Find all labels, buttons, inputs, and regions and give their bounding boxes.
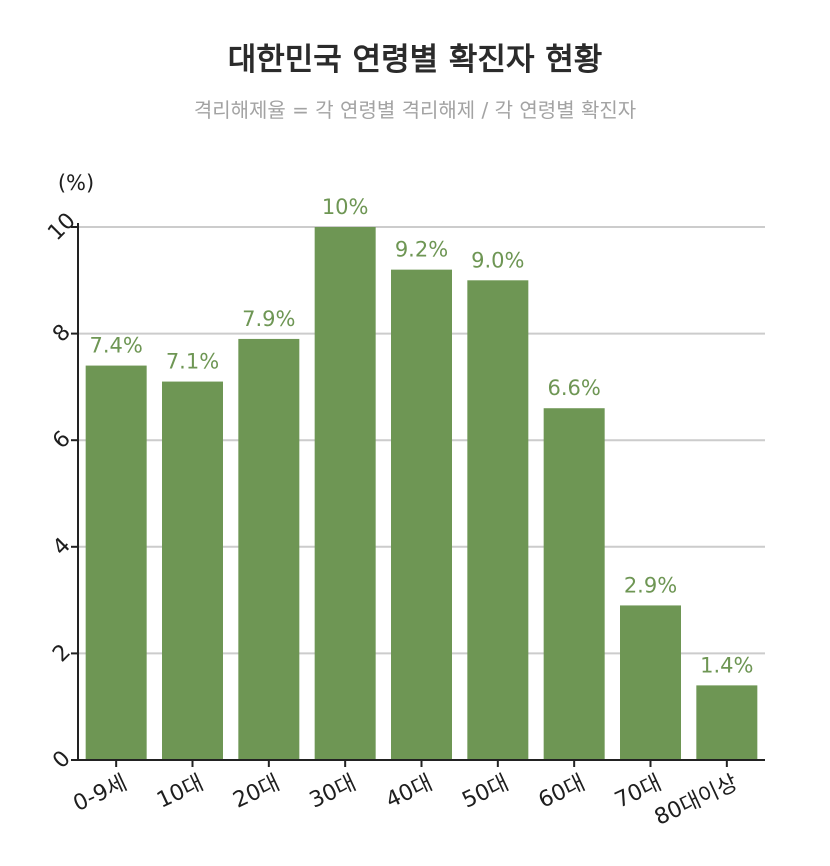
x-tick-label: 30대 bbox=[306, 771, 360, 814]
bar bbox=[391, 269, 452, 760]
chart-subtitle: 격리해제율 = 각 연령별 격리해제 / 각 연령별 확진자 bbox=[193, 98, 637, 122]
x-tick-label: 10대 bbox=[153, 771, 207, 814]
bar bbox=[620, 605, 681, 760]
bar bbox=[696, 685, 758, 760]
bar-value-label: 9.2% bbox=[395, 238, 448, 262]
bar-value-label: 6.6% bbox=[547, 376, 600, 400]
bars bbox=[85, 227, 758, 760]
bar bbox=[314, 227, 376, 760]
y-tick-label: 2 bbox=[48, 640, 76, 668]
y-axis-unit-label: (%) bbox=[58, 171, 94, 195]
y-tick-label: 8 bbox=[48, 320, 76, 348]
bar-value-label: 10% bbox=[322, 195, 369, 219]
x-tick-label: 20대 bbox=[230, 771, 284, 814]
x-tick-label: 80대이상 bbox=[651, 771, 742, 831]
x-tick-label: 60대 bbox=[535, 771, 589, 814]
bar bbox=[85, 365, 147, 760]
bar-value-label: 7.4% bbox=[89, 334, 142, 358]
bar bbox=[238, 338, 300, 760]
y-tick-label: 0 bbox=[48, 746, 76, 774]
bar-value-label: 2.9% bbox=[624, 573, 677, 597]
bar-value-label: 9.0% bbox=[471, 248, 524, 272]
bar bbox=[467, 280, 529, 760]
y-tick-label: 10 bbox=[43, 208, 80, 245]
x-tick-label: 50대 bbox=[459, 771, 513, 814]
y-tick-label: 6 bbox=[48, 426, 76, 454]
x-tick-label: 40대 bbox=[382, 771, 436, 814]
chart-title: 대한민국 연령별 확진자 현황 bbox=[227, 42, 603, 78]
bar bbox=[543, 408, 605, 760]
x-tick-label: 0-9세 bbox=[70, 771, 131, 817]
axes bbox=[71, 223, 765, 767]
bar-value-label: 7.9% bbox=[242, 307, 295, 331]
y-tick-label: 4 bbox=[48, 533, 76, 561]
bar bbox=[162, 381, 223, 760]
bar-value-label: 7.1% bbox=[166, 350, 219, 374]
bar-value-label: 1.4% bbox=[700, 653, 753, 677]
